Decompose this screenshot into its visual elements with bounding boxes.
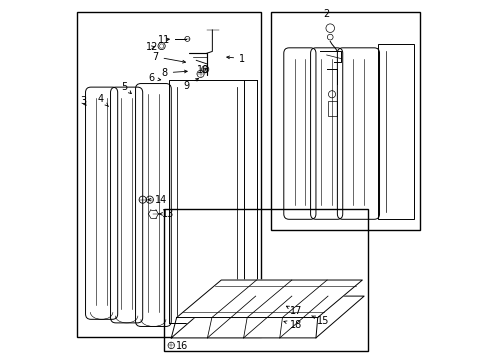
Bar [169,80,244,323]
Bar [271,12,419,230]
Bar [164,208,367,351]
Text: 8: 8 [162,68,187,78]
Text: 7: 7 [152,52,185,63]
Text: 13: 13 [159,209,174,219]
Text: 18: 18 [284,320,302,330]
Text: 5: 5 [121,82,131,94]
Text: 2: 2 [323,9,328,19]
Text: 15: 15 [311,316,329,326]
Text: 16: 16 [175,342,187,351]
Text: 12: 12 [146,42,158,52]
Bar [378,44,413,219]
Text: 11: 11 [158,35,170,45]
Text: 10: 10 [197,65,209,75]
Text: 6: 6 [148,73,161,83]
Text: 3: 3 [80,96,86,107]
Text: 17: 17 [286,306,302,316]
Text: 9: 9 [183,78,198,91]
Bar [328,102,337,116]
Bar [77,12,260,337]
Polygon shape [176,280,362,318]
Text: 14: 14 [148,195,166,204]
Text: 1: 1 [226,54,245,64]
Polygon shape [171,296,364,338]
Text: 4: 4 [97,94,108,106]
